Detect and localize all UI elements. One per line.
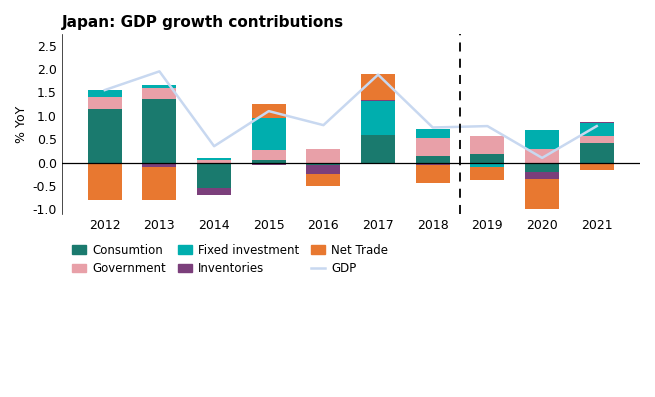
Bar [580, 136, 614, 143]
Bar [252, 150, 286, 160]
Bar [470, 154, 504, 162]
Bar [88, 90, 122, 97]
Bar [252, 118, 286, 150]
Bar [580, 123, 614, 136]
Bar [416, 162, 450, 165]
Bar [307, 148, 341, 150]
Bar [361, 135, 395, 162]
Bar [88, 97, 122, 109]
Bar [416, 165, 450, 183]
Bar [143, 99, 176, 162]
Bar [416, 156, 450, 162]
Bar [197, 188, 231, 195]
Bar [361, 101, 395, 135]
Bar [470, 167, 504, 180]
Bar [307, 174, 341, 186]
Bar [143, 85, 176, 88]
Bar [143, 162, 176, 167]
Bar [307, 165, 341, 174]
Bar [88, 162, 122, 200]
Bar [197, 160, 231, 162]
Bar [143, 167, 176, 200]
Bar [525, 179, 559, 209]
Bar [197, 162, 231, 188]
Legend: Consumtion, Government, Fixed investment, Inventories, Net Trade, GDP: Consumtion, Government, Fixed investment… [67, 239, 393, 280]
Bar [580, 143, 614, 162]
Bar [88, 109, 122, 162]
Bar [252, 104, 286, 118]
Bar [525, 172, 559, 179]
Bar [143, 88, 176, 99]
Bar [525, 162, 559, 172]
Y-axis label: % YoY: % YoY [15, 105, 28, 143]
Bar [470, 162, 504, 167]
Bar [580, 162, 614, 170]
Bar [416, 138, 450, 156]
Bar [416, 129, 450, 138]
Bar [525, 148, 559, 162]
Text: Japan: GDP growth contributions: Japan: GDP growth contributions [62, 15, 344, 30]
Bar [361, 74, 395, 100]
Bar [470, 137, 504, 154]
Bar [197, 158, 231, 160]
Bar [525, 130, 559, 148]
Bar [580, 122, 614, 123]
Bar [252, 160, 286, 162]
Bar [361, 100, 395, 101]
Bar [307, 150, 341, 162]
Bar [307, 162, 341, 165]
Bar [252, 162, 286, 165]
